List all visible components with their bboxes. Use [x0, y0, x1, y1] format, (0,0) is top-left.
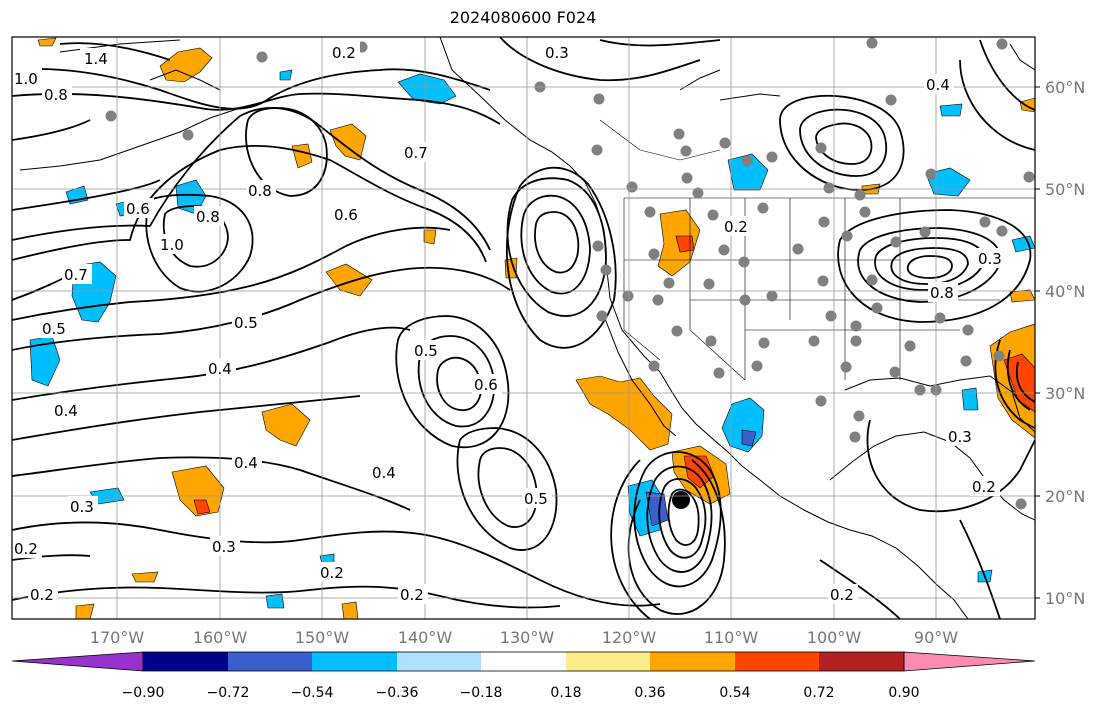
contour-label: 0.2 — [30, 586, 54, 604]
colorbar-segment — [228, 652, 312, 671]
colorbar-label: −0.54 — [291, 685, 334, 701]
map-panel — [12, 37, 1035, 619]
contour-label: 0.2 — [332, 44, 356, 62]
lat-tick-label: 10°N — [1045, 589, 1085, 608]
contour-label: 0.8 — [44, 86, 68, 104]
lon-tick-label: 150°W — [295, 628, 350, 647]
contour-label: 1.0 — [160, 236, 184, 254]
colorbar-label: −0.18 — [460, 685, 503, 701]
contour-label: 0.4 — [234, 454, 258, 472]
contour-label: 0.8 — [930, 284, 954, 302]
contour-label: 0.3 — [948, 428, 972, 446]
contour-label: 0.4 — [372, 464, 396, 482]
contour-label: 0.6 — [474, 376, 498, 394]
colorbar-label: 0.36 — [634, 685, 665, 701]
lat-tick-label: 20°N — [1045, 487, 1085, 506]
contour-label: 0.3 — [212, 538, 236, 556]
contour-label: 0.6 — [126, 200, 150, 218]
lon-tick-label: 100°W — [807, 628, 862, 647]
colorbar-segment — [650, 652, 735, 671]
contour-label: 0.7 — [404, 144, 428, 162]
contour-label: 0.3 — [978, 250, 1002, 268]
storm-center-marker — [672, 491, 690, 509]
contour-label-group: 1.4 1.0 0.8 0.2 0.3 0.4 0.7 0.6 0.8 1.0 … — [12, 42, 1006, 604]
map-frame — [11, 36, 1036, 620]
lon-tick-label: 110°W — [704, 628, 759, 647]
contour-label: 0.3 — [70, 498, 94, 516]
lat-tick-label: 50°N — [1045, 180, 1085, 199]
lon-tick-label: 90°W — [914, 628, 958, 647]
colorbar-label: 0.72 — [803, 685, 834, 701]
colorbar-label: 0.54 — [719, 685, 750, 701]
colorbar-label: −0.36 — [376, 685, 419, 701]
contour-label: 0.5 — [234, 314, 258, 332]
colorbar-segment — [566, 652, 650, 671]
contour-label: 1.0 — [14, 70, 38, 88]
contour-label: 0.2 — [830, 586, 854, 604]
colorbar-under-arrow — [11, 651, 144, 672]
lat-tick-label: 60°N — [1045, 78, 1085, 97]
lon-axis: 170°W 160°W 150°W 140°W 130°W 120°W 110°… — [90, 628, 958, 647]
contour-label: 0.6 — [334, 206, 358, 224]
lon-tick-label: 160°W — [193, 628, 248, 647]
colorbar-segment — [735, 652, 819, 671]
contour-label: 0.5 — [414, 342, 438, 360]
contour-label: 0.2 — [400, 586, 424, 604]
colorbar-segment — [481, 652, 566, 671]
contour-lines — [12, 37, 1035, 619]
contour-label: 0.5 — [524, 490, 548, 508]
contour-label: 1.4 — [84, 50, 108, 68]
contour-label: 0.2 — [320, 564, 344, 582]
contour-label: 0.8 — [248, 182, 272, 200]
colorbar-segment — [143, 652, 228, 671]
colorbar-segment — [397, 652, 481, 671]
lat-tick-label: 40°N — [1045, 282, 1085, 301]
map-title: 2024080600 F024 — [449, 8, 597, 27]
contour-label: 0.4 — [926, 76, 950, 94]
contour-label: 0.4 — [208, 360, 232, 378]
colorbar-segment — [312, 652, 397, 671]
contour-label: 0.2 — [14, 540, 38, 558]
colorbar-segment — [819, 652, 904, 671]
lon-tick-label: 120°W — [602, 628, 657, 647]
colorbar-label: −0.90 — [122, 685, 165, 701]
colorbar-label: 0.18 — [550, 685, 581, 701]
lon-tick-label: 140°W — [398, 628, 453, 647]
contour-label: 0.4 — [54, 402, 78, 420]
contour-label: 0.7 — [64, 266, 88, 284]
colorbar: −0.90 −0.72 −0.54 −0.36 −0.18 0.18 0.36 … — [11, 651, 1036, 701]
lat-axis: 60°N 50°N 40°N 30°N 20°N 10°N — [1035, 78, 1085, 608]
lon-tick-label: 170°W — [90, 628, 145, 647]
colorbar-over-arrow — [903, 651, 1036, 672]
lat-tick-label: 30°N — [1045, 384, 1085, 403]
colorbar-label: 0.90 — [888, 685, 919, 701]
contour-label: 0.5 — [42, 320, 66, 338]
contour-label: 0.2 — [724, 218, 748, 236]
station-dots — [105, 37, 1035, 510]
colorbar-label: −0.72 — [207, 685, 250, 701]
contour-label: 0.2 — [972, 478, 996, 496]
contour-label: 0.3 — [545, 44, 569, 62]
contour-label: 0.8 — [196, 208, 220, 226]
lon-tick-label: 130°W — [500, 628, 555, 647]
